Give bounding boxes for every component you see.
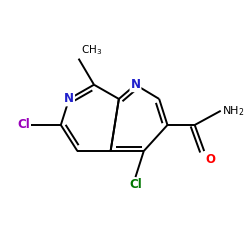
- Text: NH$_2$: NH$_2$: [222, 104, 244, 118]
- Text: O: O: [205, 154, 215, 166]
- Text: CH$_3$: CH$_3$: [81, 44, 102, 58]
- Text: N: N: [130, 78, 140, 91]
- Text: N: N: [64, 92, 74, 106]
- Text: Cl: Cl: [17, 118, 30, 132]
- Text: Cl: Cl: [129, 178, 142, 191]
